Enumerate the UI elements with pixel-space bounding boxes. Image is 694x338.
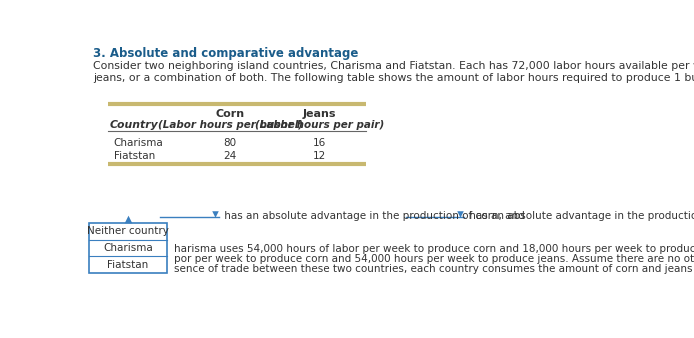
Text: Charisma: Charisma [103, 243, 153, 253]
Text: Corn: Corn [216, 109, 245, 119]
Text: 12: 12 [312, 151, 326, 161]
Text: Fiatstan: Fiatstan [107, 260, 149, 270]
Text: Fiatstan: Fiatstan [114, 151, 155, 161]
Text: Consider two neighboring island countries, Charisma and Fiatstan. Each has 72,00: Consider two neighboring island countrie… [93, 62, 694, 71]
Text: por per week to produce corn and 54,000 hours per week to produce jeans. Assume : por per week to produce corn and 54,000 … [174, 254, 694, 264]
Point [209, 211, 220, 217]
Point [122, 217, 133, 222]
Text: (Labor hours per bushel): (Labor hours per bushel) [158, 120, 303, 130]
Text: Jeans: Jeans [303, 109, 336, 119]
FancyBboxPatch shape [89, 223, 167, 273]
Text: sence of trade between these two countries, each country consumes the amount of : sence of trade between these two countri… [174, 264, 694, 274]
Text: jeans, or a combination of both. The following table shows the amount of labor h: jeans, or a combination of both. The fol… [93, 73, 694, 83]
Point [455, 211, 466, 217]
Text: 3. Absolute and comparative advantage: 3. Absolute and comparative advantage [93, 47, 358, 60]
Text: 16: 16 [312, 138, 326, 148]
Text: (Labor hours per pair): (Labor hours per pair) [255, 120, 384, 130]
Text: harisma uses 54,000 hours of labor per week to produce corn and 18,000 hours per: harisma uses 54,000 hours of labor per w… [174, 244, 694, 254]
Text: 24: 24 [223, 151, 237, 161]
Text: Charisma: Charisma [114, 138, 164, 148]
Text: has an absolute advantage in the production of corn, and: has an absolute advantage in the product… [221, 212, 525, 221]
Text: has an absolute advantage in the production: has an absolute advantage in the product… [466, 212, 694, 221]
Text: 80: 80 [223, 138, 237, 148]
Text: Country: Country [110, 120, 159, 130]
Text: Neither country: Neither country [87, 226, 169, 236]
